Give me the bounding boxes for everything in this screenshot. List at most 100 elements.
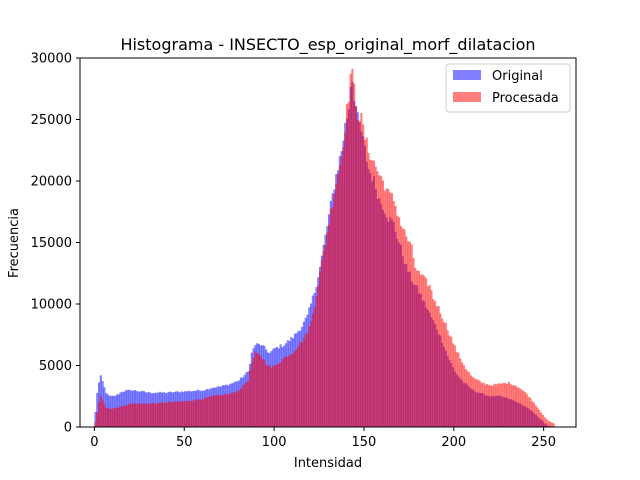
- bar-procesada-56: [195, 399, 198, 427]
- bar-procesada-145: [354, 106, 358, 428]
- bar-procesada-70: [220, 394, 223, 427]
- bar-procesada-125: [319, 271, 322, 427]
- bar-procesada-28: [144, 403, 147, 427]
- bar-procesada-83: [243, 384, 246, 427]
- bar-procesada-79: [236, 390, 239, 427]
- bar-procesada-164: [389, 192, 392, 427]
- bar-procesada-159: [380, 176, 383, 427]
- bar-procesada-24: [137, 403, 140, 427]
- bar-procesada-103: [279, 362, 282, 427]
- bar-procesada-237: [520, 389, 523, 427]
- bar-procesada-30: [148, 403, 151, 427]
- y-tick-label: 0: [64, 421, 72, 436]
- bar-procesada-81: [239, 388, 243, 427]
- bar-procesada-74: [227, 393, 230, 427]
- bar-procesada-52: [187, 400, 190, 427]
- bar-procesada-192: [439, 313, 442, 427]
- bar-procesada-5: [103, 403, 106, 427]
- legend: Original Procesada: [445, 63, 571, 113]
- bar-procesada-15: [121, 405, 124, 427]
- bar-procesada-186: [428, 284, 431, 427]
- bar-procesada-94: [263, 359, 266, 427]
- bar-procesada-37: [160, 402, 163, 427]
- bar-procesada-38: [162, 402, 165, 427]
- bar-procesada-45: [175, 401, 178, 427]
- bar-procesada-216: [482, 382, 485, 427]
- bar-procesada-99: [272, 365, 275, 427]
- bar-procesada-4: [101, 399, 104, 427]
- bar-procesada-191: [437, 306, 440, 427]
- bar-procesada-34: [155, 403, 158, 427]
- legend-swatch-procesada: [453, 92, 481, 102]
- bar-procesada-13: [117, 407, 120, 427]
- bar-procesada-107: [286, 357, 289, 427]
- x-tick-label: 200: [441, 435, 466, 450]
- bar-procesada-177: [412, 257, 415, 427]
- bar-procesada-238: [522, 390, 525, 427]
- bar-procesada-16: [123, 405, 126, 427]
- bar-procesada-255: [552, 423, 555, 427]
- bar-procesada-160: [381, 180, 385, 427]
- bar-procesada-97: [268, 365, 271, 427]
- bar-procesada-8: [108, 408, 111, 427]
- x-tick-label: 100: [262, 435, 287, 450]
- bar-procesada-32: [151, 403, 154, 427]
- bar-procesada-124: [317, 285, 320, 427]
- bar-procesada-144: [353, 83, 356, 427]
- bar-procesada-130: [328, 224, 331, 427]
- bar-procesada-43: [171, 402, 174, 427]
- bar-procesada-170: [399, 225, 402, 427]
- bar-procesada-123: [315, 296, 318, 427]
- bar-procesada-71: [221, 395, 225, 427]
- bar-procesada-209: [469, 375, 473, 427]
- bar-procesada-211: [473, 378, 476, 427]
- bar-procesada-87: [250, 363, 253, 427]
- bar-procesada-14: [119, 406, 122, 427]
- bar-procesada-57: [196, 399, 199, 427]
- bar-procesada-23: [135, 404, 138, 427]
- bar-procesada-204: [460, 362, 464, 427]
- bar-procesada-187: [430, 290, 433, 427]
- bar-procesada-75: [229, 393, 232, 427]
- bar-procesada-229: [505, 383, 509, 427]
- bar-procesada-54: [191, 400, 194, 427]
- bar-procesada-89: [254, 351, 257, 427]
- bar-procesada-183: [423, 275, 426, 427]
- bar-procesada-116: [302, 338, 305, 427]
- bar-procesada-35: [157, 402, 160, 427]
- bar-procesada-190: [435, 306, 438, 427]
- bar-procesada-189: [434, 301, 437, 427]
- bar-procesada-247: [538, 409, 541, 427]
- bar-procesada-77: [232, 392, 235, 427]
- bar-procesada-98: [270, 368, 273, 427]
- bar-procesada-140: [345, 103, 349, 427]
- bar-procesada-118: [306, 334, 309, 427]
- bar-procesada-224: [496, 383, 500, 427]
- bar-procesada-181: [419, 274, 422, 427]
- bar-procesada-55: [193, 400, 196, 427]
- bar-procesada-249: [541, 414, 544, 427]
- bar-procesada-158: [378, 175, 381, 427]
- bar-procesada-59: [200, 399, 203, 427]
- bar-procesada-201: [455, 351, 458, 427]
- bar-procesada-167: [394, 205, 397, 427]
- bar-procesada-111: [293, 350, 296, 427]
- bar-procesada-132: [331, 206, 334, 427]
- y-tick-label: 20000: [31, 175, 72, 190]
- bar-procesada-149: [362, 124, 365, 427]
- bar-procesada-233: [513, 385, 516, 427]
- bar-procesada-221: [491, 385, 494, 427]
- bar-procesada-207: [466, 370, 469, 427]
- bar-procesada-36: [159, 402, 162, 427]
- bar-procesada-175: [408, 241, 411, 427]
- legend-swatch-original: [453, 70, 481, 80]
- bar-procesada-218: [486, 383, 489, 427]
- bar-procesada-17: [124, 405, 128, 427]
- legend-label-procesada: Procesada: [492, 91, 559, 106]
- bar-procesada-135: [336, 174, 340, 427]
- bar-procesada-236: [518, 388, 521, 427]
- bar-procesada-91: [257, 353, 261, 427]
- bar-procesada-217: [484, 384, 487, 427]
- bar-procesada-19: [128, 403, 131, 427]
- bar-procesada-240: [525, 393, 528, 427]
